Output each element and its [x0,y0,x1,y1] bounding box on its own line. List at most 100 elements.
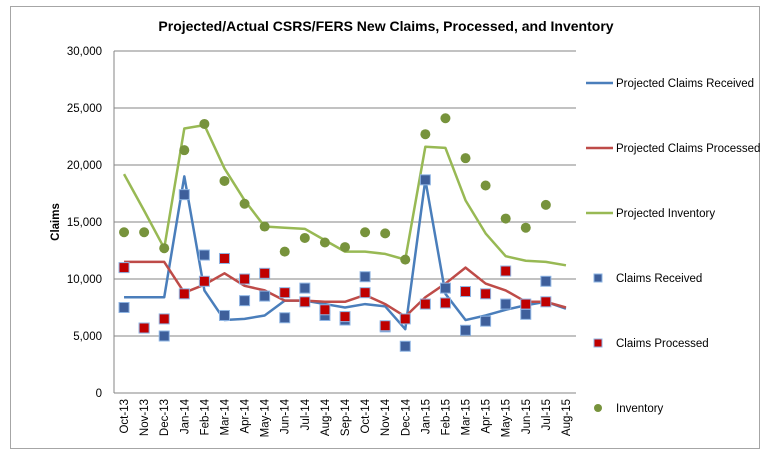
legend-swatch-inventory [594,404,602,412]
x-tick-label: May-14 [260,398,272,437]
data-point-claims-processed [339,311,351,323]
data-point-claims-processed [480,288,492,300]
x-tick-label: Mar-14 [219,398,231,435]
data-point-claims-processed [158,313,170,325]
data-point-inventory [179,145,190,156]
y-tick-label: 5,000 [73,331,102,343]
data-point-claims-received [399,340,411,352]
data-point-claims-received [460,324,472,336]
data-point-inventory [199,118,210,129]
legend-label-projected-inventory: Projected Inventory [616,208,715,220]
x-tick-label: Nov-14 [380,398,392,436]
data-point-claims-processed [319,304,331,316]
x-tick-label: Feb-14 [199,398,211,435]
legend-label-claims-received: Claims Received [616,273,702,285]
x-tick-label: Aug-15 [561,399,573,436]
x-tick-label: May-15 [501,399,513,437]
data-point-claims-processed [218,252,230,264]
legend-label-projected-claims-processed: Projected Claims Processed [616,143,760,155]
x-tick-label: Jan-14 [179,398,191,434]
data-point-claims-processed [178,288,190,300]
data-point-claims-received [178,189,190,201]
data-point-inventory [420,129,431,140]
data-point-claims-processed [259,267,271,279]
data-point-claims-received [118,302,130,313]
data-point-inventory [480,180,491,191]
data-point-inventory [380,228,391,239]
data-point-claims-processed [520,298,532,310]
data-point-inventory [319,237,330,248]
data-point-claims-processed [460,286,472,298]
data-point-claims-received [218,309,230,321]
data-point-inventory [440,113,451,124]
data-point-inventory [360,227,371,238]
data-point-inventory [279,246,290,257]
x-tick-label: Feb-15 [440,399,452,435]
data-point-claims-processed [379,320,391,332]
data-point-claims-processed [198,275,210,287]
legend-label-projected-claims-received: Projected Claims Received [616,78,754,90]
x-tick-label: Mar-15 [461,399,473,435]
data-point-claims-processed [399,313,411,325]
legend-label-claims-processed: Claims Processed [616,338,709,350]
data-point-inventory [239,198,250,209]
data-point-claims-received [500,298,512,310]
y-axis-label: Claims [50,203,62,241]
x-tick-label: Apr-15 [481,399,493,434]
data-point-inventory [540,199,551,210]
data-point-claims-processed [419,298,431,310]
data-point-inventory [219,175,230,186]
data-point-claims-received [239,295,251,307]
data-point-claims-processed [359,287,371,299]
x-tick-label: Nov-13 [139,399,151,436]
x-tick-label: Jun-15 [521,399,533,434]
data-point-claims-processed [279,287,291,299]
x-tick-label: Sep-14 [340,398,352,436]
data-point-claims-processed [500,265,512,277]
x-tick-label: Dec-13 [159,399,171,436]
data-point-claims-received [359,271,371,283]
data-point-inventory [340,242,350,253]
legend-swatch-claims-received [593,273,603,283]
data-point-claims-received [259,290,271,302]
y-tick-labels: 0 5,000 10,000 15,000 20,000 25,000 30,000 [67,46,102,400]
data-point-claims-received [419,174,431,186]
data-point-claims-processed [138,322,150,334]
y-tick-label: 25,000 [67,103,102,115]
data-point-claims-processed [439,297,451,309]
data-point-inventory [119,227,130,238]
data-point-claims-processed [540,296,552,308]
y-tick-label: 20,000 [67,160,102,172]
data-point-claims-received [279,312,291,324]
data-point-claims-received [299,282,311,294]
x-tick-labels: Oct-13 Nov-13 Dec-13 Jan-14 Feb-14 Mar-14 Apr-… [119,398,573,437]
legend-label-inventory: Inventory [616,403,664,415]
y-tick-label: 30,000 [67,46,102,58]
gridlines [114,50,576,337]
data-point-claims-received [439,282,451,294]
chart-title: Projected/Actual CSRS/FERS New Claims, P… [158,18,613,34]
y-tick-label: 15,000 [67,217,102,229]
data-point-claims-received [480,315,492,327]
data-point-claims-received [540,275,552,287]
x-tick-label: Dec-14 [400,398,412,436]
x-tick-label: Oct-13 [119,399,131,434]
axes [113,51,576,394]
data-point-inventory [259,221,270,232]
x-tick-label: Jul-14 [300,398,312,430]
data-point-inventory [520,222,531,233]
x-tick-label: Jan-15 [420,399,432,434]
x-tick-label: Oct-14 [360,398,372,433]
series-markers [118,113,552,352]
chart-frame [10,6,760,449]
series-line-projected-claims-processed [124,260,567,318]
data-point-inventory [460,153,471,164]
legend-swatch-claims-processed [593,338,603,348]
data-point-inventory [400,254,411,265]
series-line-projected-claims-received [124,175,567,331]
series-lines [122,123,567,331]
data-point-inventory [299,232,310,243]
data-point-claims-received [158,330,170,342]
y-tick-label: 0 [96,388,102,400]
